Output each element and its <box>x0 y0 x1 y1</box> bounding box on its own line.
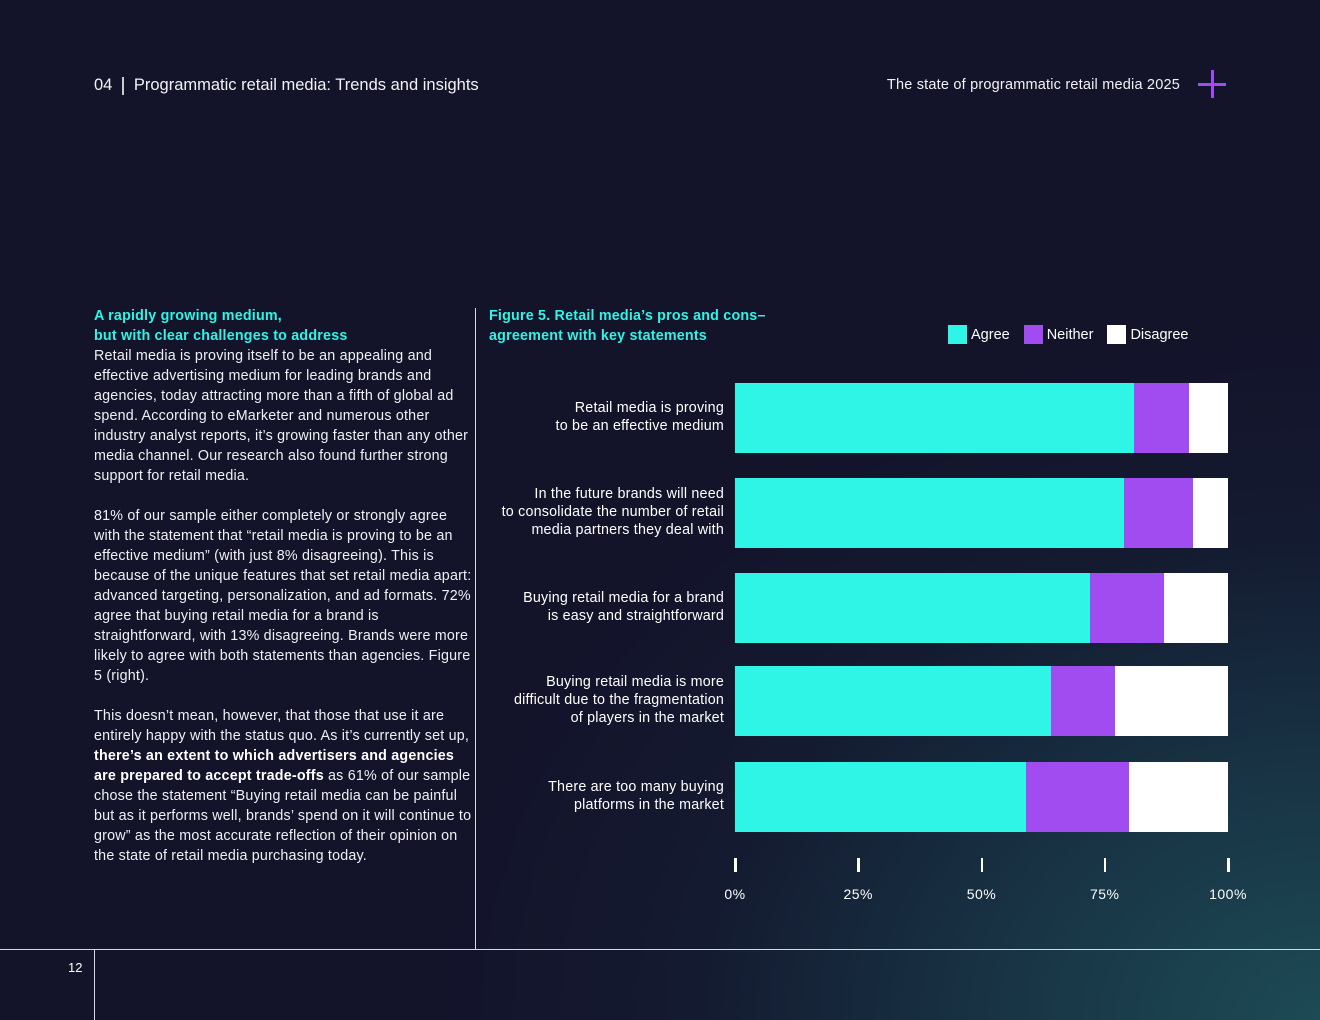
category-label-line: to consolidate the number of retail <box>501 504 724 520</box>
section-number: 04 <box>94 76 113 94</box>
category-label-line: platforms in the market <box>573 797 724 813</box>
category-label-line: There are too many buying <box>548 779 724 795</box>
legend-neither: Neither <box>1023 325 1094 344</box>
plus-icon <box>1198 70 1226 98</box>
legend-swatch <box>948 325 967 344</box>
category-label-line: Buying retail media for a brand <box>523 590 724 606</box>
body-heading: A rapidly growing medium, but with clear … <box>94 306 474 346</box>
bar-row <box>735 573 1228 643</box>
bar-segment-agree <box>735 762 1026 832</box>
x-tick-label: 50% <box>966 886 997 902</box>
chart-legend: Agree Neither Disagree <box>948 325 1188 344</box>
bar-segment-neither <box>1089 573 1164 643</box>
bar-row <box>735 762 1228 832</box>
legend-swatch <box>1023 325 1043 344</box>
category-label-line: of players in the market <box>570 710 724 726</box>
page-number: 12 <box>68 960 83 975</box>
divider <box>122 76 124 95</box>
category-label-line: to be an effective medium <box>555 418 724 434</box>
bar-segment-agree <box>735 573 1090 643</box>
bar-row <box>735 666 1228 736</box>
bar-row <box>735 383 1228 453</box>
paragraph-1: Retail media is proving itself to be an … <box>94 348 469 484</box>
category-label-line: Buying retail media is more <box>546 674 724 690</box>
x-tick <box>734 858 737 872</box>
legend-agree: Agree <box>948 325 1010 344</box>
section-title: Programmatic retail media: Trends and in… <box>133 76 479 94</box>
category-label: In the future brands will need to consoli… <box>464 485 724 539</box>
category-label-line: difficult due to the fragmentation <box>514 692 724 708</box>
bar-segment-disagree <box>1114 666 1228 736</box>
bar-segment-neither <box>1025 762 1130 832</box>
paragraph-3: This doesn’t mean, however, that those t… <box>94 706 474 866</box>
x-tick-label: 75% <box>1089 886 1120 902</box>
category-label-line: In the future brands will need <box>534 486 724 502</box>
section-header: 04 Programmatic retail media: Trends and… <box>94 76 479 95</box>
legend-label: Neither <box>1046 326 1094 343</box>
bar-segment-disagree <box>1129 762 1228 832</box>
text: This doesn’t mean, however, that those t… <box>94 708 470 744</box>
bar-segment-neither <box>1124 478 1194 548</box>
legend-label: Agree <box>971 326 1010 343</box>
bar-segment-disagree <box>1193 478 1228 548</box>
bar-segment-disagree <box>1188 383 1228 453</box>
heading-line: A rapidly growing medium, <box>94 308 282 324</box>
text: as 61% of our sample chose the statement… <box>94 768 472 864</box>
bar-row <box>735 478 1228 548</box>
title-line: Figure 5. Retail media’s pros and cons– <box>489 308 766 324</box>
heading-line: but with clear challenges to address <box>94 328 348 344</box>
bar-segment-neither <box>1134 383 1189 453</box>
bar-segment-agree <box>735 383 1135 453</box>
bold-text: there’s an extent to which advertisers a… <box>94 748 455 784</box>
category-label: There are too many buying platforms in th… <box>464 778 724 814</box>
category-label-line: Retail media is proving <box>574 400 724 416</box>
x-tick <box>980 858 983 872</box>
report-title: The state of programmatic retail media 2… <box>886 77 1180 93</box>
bar-segment-neither <box>1050 666 1115 736</box>
x-tick-label: 0% <box>724 886 746 902</box>
footer-divider-vertical <box>94 949 95 1020</box>
x-tick <box>1103 858 1107 872</box>
x-tick-label: 100% <box>1209 886 1247 902</box>
x-tick <box>1227 858 1230 872</box>
column-divider <box>475 308 476 949</box>
category-label: Buying retail media is more difficult due… <box>464 673 724 727</box>
footer-divider <box>0 949 1320 950</box>
category-label-line: media partners they deal with <box>531 522 724 538</box>
category-label-line: is easy and straightforward <box>547 608 724 624</box>
figure-title: Figure 5. Retail media’s pros and cons– a… <box>489 306 766 346</box>
x-tick-label: 25% <box>843 886 874 902</box>
legend-label: Disagree <box>1130 326 1189 343</box>
category-label: Buying retail media for a brand is easy a… <box>464 589 724 625</box>
legend-swatch <box>1107 325 1127 344</box>
bar-segment-agree <box>735 666 1051 736</box>
x-tick <box>857 858 860 872</box>
category-label: Retail media is proving to be an effectiv… <box>464 399 724 435</box>
bar-segment-agree <box>735 478 1125 548</box>
legend-disagree: Disagree <box>1107 325 1188 344</box>
bar-segment-disagree <box>1163 573 1228 643</box>
title-line: agreement with key statements <box>489 328 707 344</box>
body-text: A rapidly growing medium, but with clear … <box>94 306 474 886</box>
paragraph-2: 81% of our sample either completely or s… <box>94 508 472 684</box>
